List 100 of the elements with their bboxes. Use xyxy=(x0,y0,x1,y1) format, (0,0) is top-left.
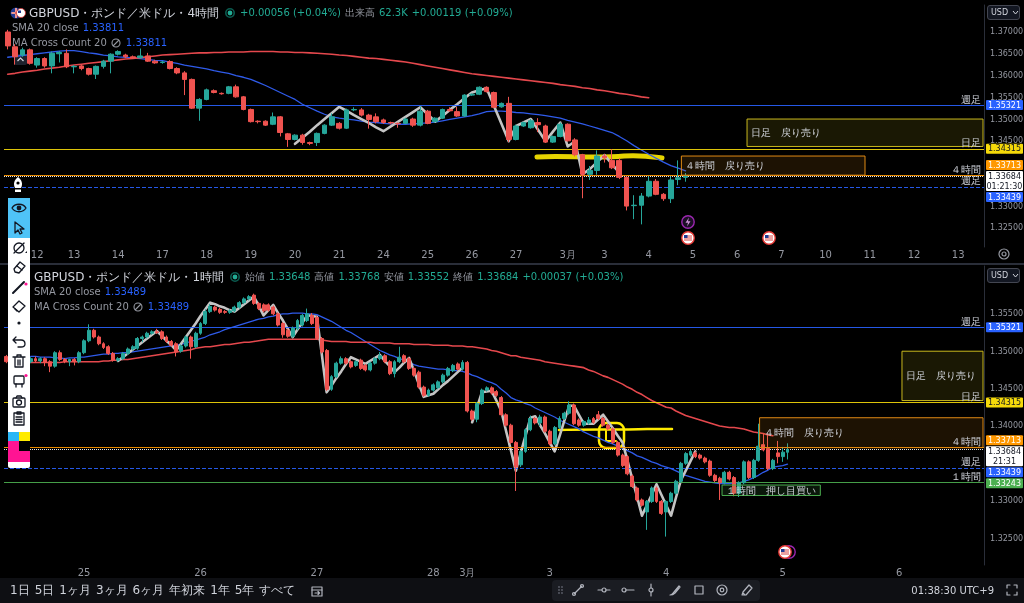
x-tick-label: 4 xyxy=(663,566,670,578)
text: 1.33684 xyxy=(987,171,1022,181)
candlestick xyxy=(20,47,25,58)
candlestick xyxy=(403,117,408,125)
x-tick-label: 21 xyxy=(332,248,346,260)
candlestick xyxy=(646,175,652,198)
candlestick xyxy=(228,308,232,315)
x-tick-label: 14 xyxy=(111,248,125,260)
ref-line-label: 週足 xyxy=(961,175,981,187)
candlestick xyxy=(543,124,548,144)
candlestick xyxy=(196,97,202,122)
x-tick-label: 11 xyxy=(863,248,877,260)
annotation: 62.3K xyxy=(378,6,408,20)
candlestick xyxy=(314,132,320,147)
candlestick xyxy=(219,91,224,96)
y-tick-label: 1.34500 xyxy=(990,136,1024,146)
candlestick xyxy=(461,359,464,372)
x-tick-label: 27 xyxy=(310,566,324,578)
candlestick xyxy=(359,107,364,117)
ref-line-label: 日足 xyxy=(961,137,981,149)
text: 1ヶ月 xyxy=(59,582,91,599)
annotation: 1.33811 xyxy=(125,36,168,50)
candlestick xyxy=(322,123,327,135)
candlestick xyxy=(535,117,541,133)
y-tick-label: 1.35000 xyxy=(990,346,1024,356)
candlestick xyxy=(137,48,143,60)
candlestick xyxy=(506,96,512,143)
y-tick-label: 1.34000 xyxy=(990,421,1024,431)
candlestick xyxy=(630,474,634,489)
text: 1.33713 xyxy=(987,435,1022,445)
x-tick-label: 10 xyxy=(819,248,832,260)
x-tick-label: 17 xyxy=(156,248,169,260)
text: 年初来 xyxy=(169,582,206,599)
candlestick xyxy=(354,359,358,368)
candlestick xyxy=(233,84,239,99)
candlestick xyxy=(336,121,342,130)
annotation: 出来高 xyxy=(344,6,375,20)
y-tick-label: 1.33000 xyxy=(990,201,1024,211)
annotation: 1.33552 xyxy=(407,270,450,284)
candlestick xyxy=(344,108,349,130)
x-tick-label: 3 xyxy=(601,248,608,260)
candlestick xyxy=(307,141,313,146)
candlestick xyxy=(625,454,629,476)
candlestick xyxy=(454,106,460,118)
candlestick xyxy=(624,175,629,211)
y-tick-label: 1.36500 xyxy=(990,49,1024,59)
x-tick-label: 13 xyxy=(67,248,81,260)
line-series xyxy=(6,50,650,99)
candlestick xyxy=(580,153,585,199)
line-series xyxy=(7,50,687,172)
candlestick xyxy=(528,118,534,130)
text: 21:31 xyxy=(992,456,1017,466)
candlestick xyxy=(683,172,688,183)
candlestick xyxy=(410,117,416,128)
ref-line-label: ４時間 xyxy=(951,163,981,175)
text: すべて xyxy=(259,582,296,599)
annotation: 安値 xyxy=(383,270,404,284)
x-tick-label: 19 xyxy=(244,248,258,260)
candlestick xyxy=(722,470,726,485)
candlestick xyxy=(417,105,423,127)
candlestick xyxy=(4,354,8,364)
candlestick xyxy=(602,153,607,164)
x-tick-label: 3月 xyxy=(459,566,476,578)
text: 1.33439 xyxy=(987,192,1022,202)
candlestick xyxy=(38,356,42,364)
annotation: +0.00119 (+0.09%) xyxy=(411,6,513,20)
annotation: 終値 xyxy=(453,270,474,284)
annotation: 1.33489 xyxy=(147,300,190,314)
annotation: SMA 20 close xyxy=(34,285,101,299)
candlestick xyxy=(381,118,386,125)
y-tick-label: 1.32500 xyxy=(990,223,1024,233)
candlestick xyxy=(292,133,298,141)
candlestick xyxy=(123,53,128,59)
candlestick xyxy=(491,91,497,109)
candlestick xyxy=(285,132,291,148)
annotation: SMA 20 close xyxy=(12,21,79,35)
text: 1.33439 xyxy=(987,467,1022,477)
candlestick xyxy=(211,88,217,94)
text: 1.33684 xyxy=(987,446,1022,456)
y-tick-label: 1.35000 xyxy=(990,114,1024,124)
y-tick-label: 1.32500 xyxy=(990,533,1024,543)
currency-dropdown: USD xyxy=(987,268,1020,283)
candlestick xyxy=(484,85,489,93)
annotation: +0.00037 (+0.03%) xyxy=(522,270,624,284)
candlestick xyxy=(425,109,431,125)
candlestick xyxy=(42,56,47,69)
x-tick-label: 13 xyxy=(951,248,965,260)
candlestick xyxy=(27,48,33,66)
candlestick xyxy=(86,67,92,77)
text: 1.35321 xyxy=(987,322,1022,332)
chart-title: GBPUSD・ポンド／米ドル・1時間 xyxy=(34,269,225,285)
text: 1年 xyxy=(210,582,230,599)
candlestick xyxy=(490,385,494,396)
candlestick xyxy=(182,70,187,96)
x-tick-label: 3 xyxy=(546,566,553,578)
annotation: 1.33768 xyxy=(338,270,380,284)
candlestick xyxy=(351,106,357,112)
text: 1.35321 xyxy=(987,100,1022,110)
candlestick xyxy=(359,358,363,371)
annotation: MA Cross Count 20 xyxy=(12,36,107,50)
